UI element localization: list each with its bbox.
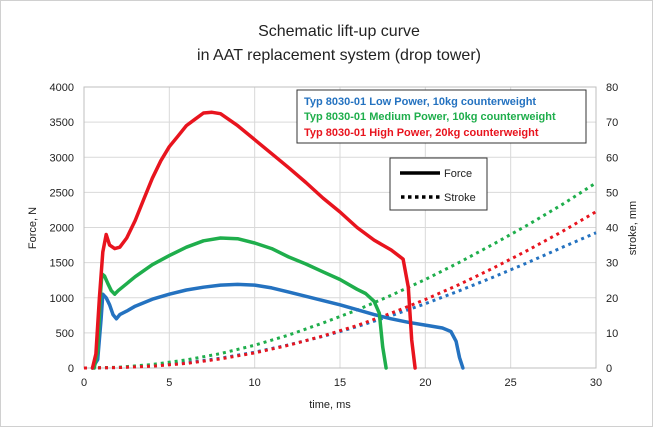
legend-medium-power: Typ 8030-01 Medium Power, 10kg counterwe… bbox=[304, 111, 556, 123]
force-series-2 bbox=[90, 110, 417, 370]
y2-tick-label: 10 bbox=[606, 328, 618, 340]
y2-tick-label: 60 bbox=[606, 152, 618, 164]
y2-tick-label: 80 bbox=[606, 82, 618, 94]
y-tick-label: 0 bbox=[68, 363, 74, 375]
chart-title-line2: in AAT replacement system (drop tower) bbox=[197, 47, 481, 64]
x-axis-label: time, ms bbox=[309, 399, 351, 411]
x-tick-label: 25 bbox=[505, 377, 517, 389]
x-tick-label: 0 bbox=[81, 377, 87, 389]
tick-labels: 0 5 10 15 20 25 300500100015002000250030003500… bbox=[50, 82, 619, 389]
x-tick-label: 20 bbox=[419, 377, 431, 389]
force-series-0 bbox=[90, 282, 465, 370]
stroke-key-label: Stroke bbox=[444, 192, 476, 204]
stroke-series-2 bbox=[83, 210, 597, 370]
y-axis-label: Force, N bbox=[27, 207, 39, 249]
y-tick-label: 1000 bbox=[50, 293, 74, 305]
y2-tick-label: 70 bbox=[606, 117, 618, 129]
y-tick-label: 3000 bbox=[50, 152, 74, 164]
legend-high-power: Typ 8030-01 High Power, 20kg counterweig… bbox=[304, 127, 539, 139]
y2-tick-label: 40 bbox=[606, 223, 618, 235]
x-tick-label: 10 bbox=[249, 377, 261, 389]
force-key-label: Force bbox=[444, 168, 472, 180]
x-tick-label: 15 bbox=[334, 377, 346, 389]
y2-tick-label: 50 bbox=[606, 187, 618, 199]
style-key-box bbox=[389, 157, 488, 211]
stroke-series-group bbox=[83, 181, 597, 370]
y-tick-label: 1500 bbox=[50, 258, 74, 270]
legend-low-power: Typ 8030-01 Low Power, 10kg counterweigh… bbox=[304, 96, 536, 108]
force-series-group bbox=[90, 110, 465, 370]
series-legend: Typ 8030-01 Low Power, 10kg counterweigh… bbox=[296, 89, 587, 144]
y-tick-label: 2000 bbox=[50, 223, 74, 235]
plot-area-frame bbox=[83, 86, 597, 369]
series-legend-box bbox=[296, 89, 587, 144]
y-tick-label: 2500 bbox=[50, 187, 74, 199]
x-tick-label: 5 bbox=[166, 377, 172, 389]
y2-axis-label: stroke, mm bbox=[627, 201, 639, 255]
y-tick-label: 3500 bbox=[50, 117, 74, 129]
y-tick-label: 500 bbox=[56, 328, 74, 340]
y2-tick-label: 30 bbox=[606, 258, 618, 270]
y2-tick-label: 20 bbox=[606, 293, 618, 305]
stroke-series-1 bbox=[83, 181, 597, 370]
y-tick-label: 4000 bbox=[50, 82, 74, 94]
chart-title-line1: Schematic lift-up curve bbox=[258, 23, 420, 40]
x-tick-label: 30 bbox=[590, 377, 602, 389]
style-key-legend: Force Stroke bbox=[389, 157, 488, 211]
y2-tick-label: 0 bbox=[606, 363, 612, 375]
force-series-1 bbox=[92, 236, 388, 370]
